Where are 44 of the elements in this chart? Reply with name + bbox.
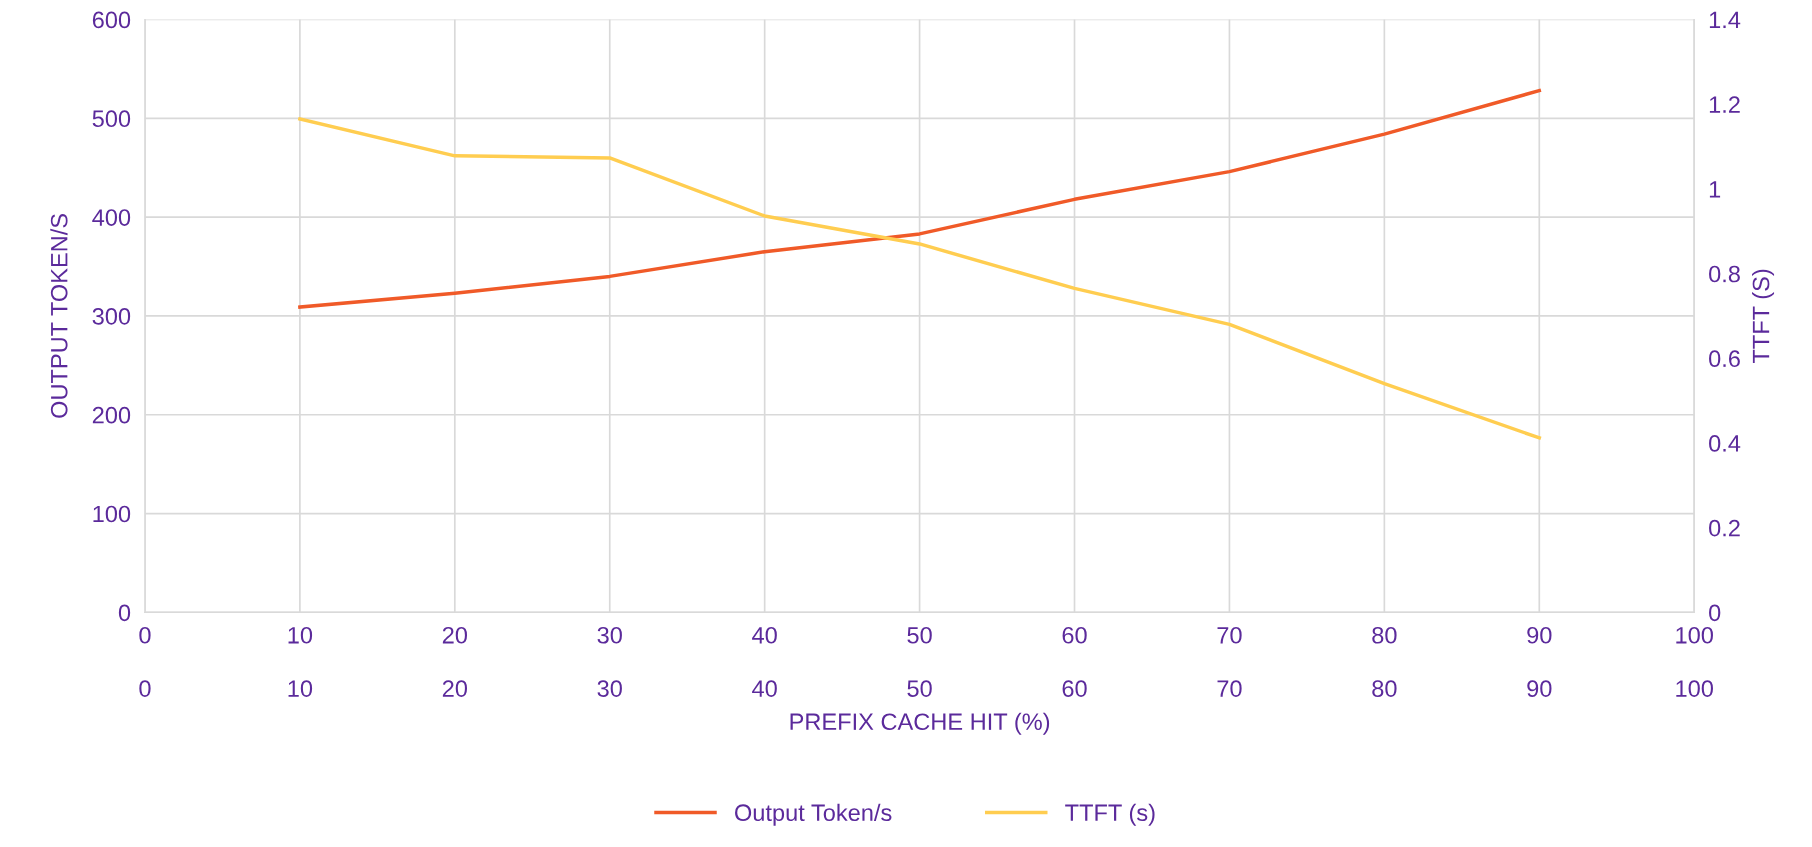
y2-tick-label: 1 [1709,181,1721,198]
y2-tick-label: 0.2 [1709,519,1740,537]
y-axis-title: OUTPUT TOKEN/S [50,214,68,418]
x2-tick-label: 90 [1527,680,1552,697]
legend-label: Output Token/s [735,803,892,826]
x2-tick-label: 30 [597,680,622,697]
x2-tick-label: 100 [1676,680,1713,697]
y2-axis-title: TTFT (S) [1752,269,1775,364]
x-tick-label: 30 [597,626,622,644]
x-tick-label: 60 [1062,626,1087,644]
x2-tick-label: 20 [442,680,468,697]
y-tick-label: 600 [92,11,131,29]
x-tick-label: 40 [752,626,777,644]
y-tick-label: 500 [92,110,131,128]
y-tick-label: 400 [92,209,131,226]
y-tick-label: 300 [92,308,131,325]
x2-tick-label: 70 [1217,680,1242,697]
y2-tick-label: 0.8 [1709,265,1740,283]
x2-tick-label: 10 [288,680,313,697]
line-series [298,88,1542,309]
y2-tick-label: 0 [1709,604,1721,622]
y-tick-label: 100 [93,505,131,523]
y-tick-label: 0 [118,604,131,622]
x-tick-label: 70 [1217,626,1242,644]
x2-tick-label: 40 [752,680,777,697]
x-tick-label: 0 [139,626,151,644]
y2-tick-label: 1.2 [1709,96,1740,113]
y2-tick-label: 0.6 [1709,350,1740,368]
x2-tick-label: 80 [1372,680,1397,697]
x-tick-label: 80 [1372,626,1397,644]
line-series [298,117,1542,440]
x2-tick-label: 0 [139,680,151,697]
x2-tick-label: 60 [1062,680,1087,697]
legend-label: TTFT (s) [1065,803,1155,826]
x-tick-label: 90 [1527,626,1552,644]
x2-tick-label: 50 [907,680,932,697]
x-axis-title: PREFIX CACHE HIT (%) [790,712,1050,735]
y-tick-label: 200 [92,406,131,424]
x-tick-label: 50 [907,626,932,644]
y2-tick-label: 0.4 [1709,435,1741,452]
y2-tick-label: 1.4 [1709,11,1741,29]
x-tick-label: 100 [1676,626,1713,644]
x-tick-label: 10 [288,626,313,644]
x-tick-label: 20 [442,626,468,644]
